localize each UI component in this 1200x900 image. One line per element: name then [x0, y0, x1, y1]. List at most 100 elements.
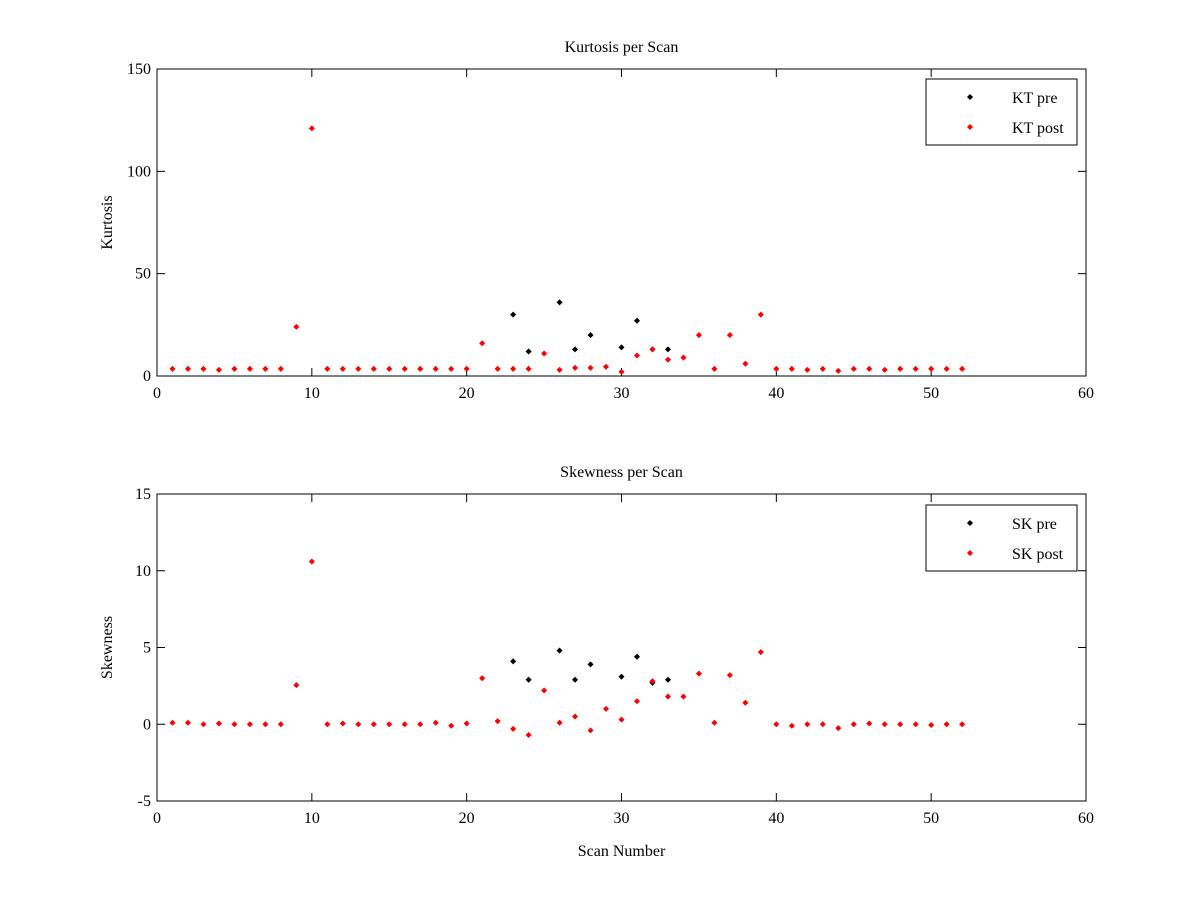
chart-1-point — [262, 365, 269, 372]
chart-2-point — [541, 687, 548, 694]
chart-2-point — [184, 719, 191, 726]
chart-1-point — [308, 125, 315, 132]
chart-1-point — [494, 365, 501, 372]
chart-2-point — [246, 721, 253, 728]
chart-2-xtick-label: 20 — [459, 810, 475, 827]
chart-2-xtick-label: 10 — [304, 810, 320, 827]
chart-1-ytick-label: 50 — [135, 266, 151, 283]
chart-2-point — [633, 698, 641, 705]
chart-2-legend-marker — [966, 549, 974, 557]
chart-2-legend-label: SK pre — [1012, 516, 1057, 533]
chart-2-point — [494, 718, 501, 725]
chart-1-point — [246, 365, 253, 372]
chart-2-point — [788, 722, 795, 729]
chart-2-point — [897, 721, 904, 728]
chart-2-legend-box — [925, 504, 1078, 572]
chart-1-point — [680, 354, 687, 361]
chart-2-point — [169, 719, 176, 726]
chart-1-point — [587, 364, 594, 371]
chart-1-point — [587, 332, 594, 339]
chart-1-point — [324, 365, 331, 372]
chart-1-ytick-label: 150 — [127, 61, 151, 78]
chart-1-title: Kurtosis per Scan — [565, 39, 679, 56]
chart-2-point — [525, 731, 532, 739]
chart-2-point — [262, 721, 269, 728]
chart-1-series-2 — [169, 125, 966, 375]
chart-1-legend-box — [925, 78, 1078, 146]
chart-1-ytick-label: 0 — [143, 368, 151, 385]
chart-1-point — [448, 365, 455, 372]
chart-1-point — [742, 360, 749, 367]
chart-1-point — [479, 340, 486, 347]
chart-1-legend-label: KT pre — [1012, 90, 1057, 107]
chart-2-point — [200, 721, 207, 728]
chart-1-point — [417, 365, 424, 372]
chart-1-legend-label: KT post — [1012, 120, 1064, 137]
chart-1-xtick-label: 30 — [614, 385, 630, 402]
chart-2-point — [680, 693, 687, 700]
chart-2-point — [556, 719, 563, 726]
chart-1: 0 10 20 30 40 50 60 0 50 100 150 Kurtosis per Scan K… — [99, 39, 1094, 402]
chart-2-point — [355, 721, 362, 728]
chart-1-point — [572, 346, 579, 353]
chart-2-point — [479, 675, 486, 682]
chart-2-point — [339, 720, 346, 727]
chart-1-point — [401, 365, 408, 372]
chart-1-point — [618, 368, 625, 375]
chart-1-point — [293, 323, 300, 330]
chart-1-point — [541, 350, 548, 357]
chart-2-point — [215, 720, 222, 727]
chart-2-point — [959, 721, 966, 728]
chart-1-point — [339, 365, 346, 372]
chart-2-point — [510, 658, 517, 665]
chart-2-point — [510, 725, 517, 732]
chart-2-point — [401, 721, 408, 728]
chart-2-point — [277, 721, 284, 728]
chart-2-point — [695, 670, 702, 677]
chart-2-point — [943, 721, 950, 728]
chart-2-title: Skewness per Scan — [560, 464, 683, 481]
chart-1-xtick-label: 60 — [1078, 385, 1094, 402]
chart-2-point — [866, 720, 873, 727]
chart-1-point — [277, 365, 284, 372]
chart-1-legend-marker — [966, 123, 974, 131]
chart-2-point — [572, 713, 579, 720]
chart-1-point — [169, 365, 176, 372]
chart-1-point — [649, 346, 656, 353]
chart-1-point — [664, 356, 671, 363]
chart-1-xtick-label: 10 — [304, 385, 320, 402]
chart-2-ytick-label: 5 — [143, 640, 151, 657]
chart-1-point — [556, 366, 563, 373]
chart-2-point — [664, 676, 671, 683]
chart-1-legend-marker — [966, 93, 974, 101]
chart-2-point — [804, 721, 811, 728]
chart-2-point — [850, 721, 857, 728]
chart-2-point — [417, 721, 424, 728]
chart-1-point — [959, 365, 966, 372]
chart-1-point — [711, 365, 718, 372]
chart-2-point — [773, 721, 780, 728]
chart-1-point — [602, 363, 610, 370]
chart-2-ytick-label: 10 — [135, 563, 151, 580]
chart-1-point — [695, 332, 702, 339]
chart-2-point — [618, 673, 625, 680]
chart-1-point — [355, 365, 362, 372]
chart-1-point — [556, 299, 563, 306]
chart-2-xtick-label: 0 — [153, 810, 161, 827]
chart-1-xtick-label: 50 — [923, 385, 939, 402]
chart-2-point — [633, 653, 641, 660]
chart-1-ylabel: Kurtosis — [99, 195, 116, 249]
chart-2-point — [835, 725, 842, 732]
chart-2-point — [556, 647, 563, 654]
chart-1-point — [788, 365, 795, 372]
chart-2-point — [293, 682, 300, 689]
chart-1-point — [726, 332, 733, 339]
chart-2-point — [618, 716, 625, 723]
chart-2-ytick-label: -5 — [138, 793, 151, 810]
chart-2-point — [463, 720, 470, 727]
chart-2-point — [664, 693, 671, 700]
chart-1-point — [510, 311, 517, 318]
chart-2-point — [602, 705, 610, 712]
chart-1-point — [525, 348, 532, 355]
